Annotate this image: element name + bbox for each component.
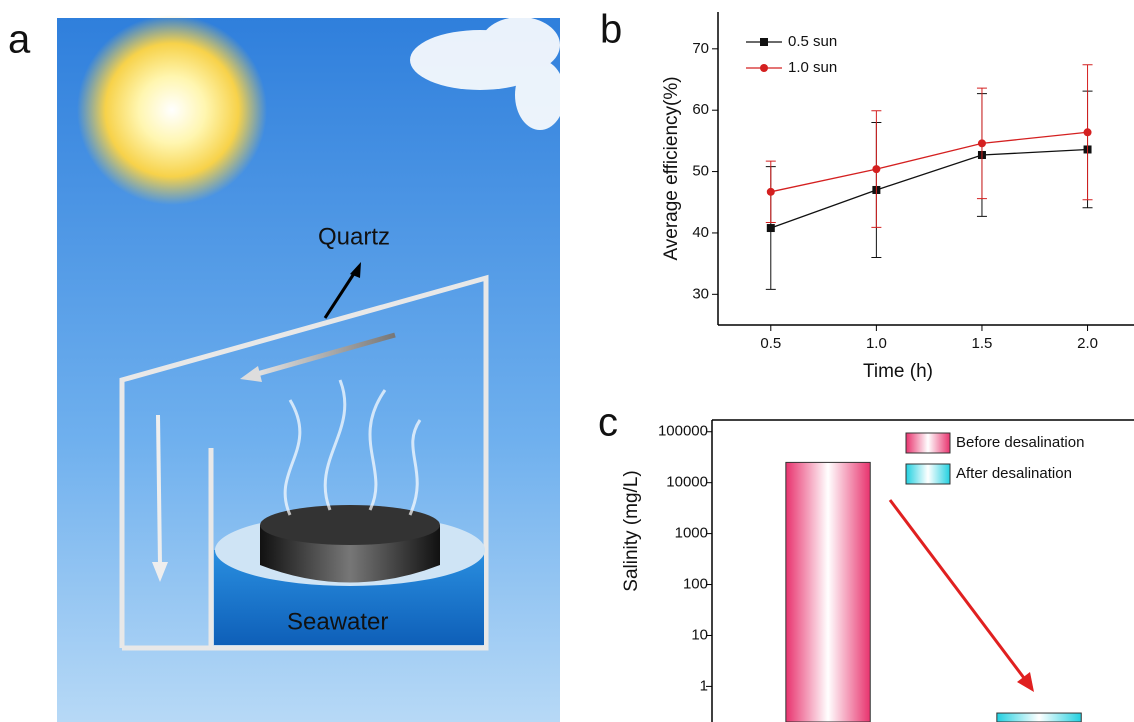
marker [767, 188, 775, 196]
marker [767, 224, 775, 232]
legend-swatch [906, 433, 950, 453]
arrowhead [1017, 672, 1034, 692]
y-tick-label: 40 [692, 224, 709, 241]
y-tick-label: 1000 [675, 525, 708, 542]
legend-marker [760, 64, 768, 72]
y-tick-label: 50 [692, 163, 709, 180]
y-axis-label: Average efficiency(%) [661, 76, 682, 260]
x-axis-label: Time (h) [863, 361, 933, 382]
marker [872, 165, 880, 173]
y-tick-label: 100 [683, 576, 708, 593]
series-line [771, 132, 1088, 192]
y-tick-label: 10 [691, 626, 708, 643]
seawater-label: Seawater [287, 608, 388, 635]
bar [997, 713, 1081, 722]
trend-arrow [890, 500, 1027, 682]
legend-label: 0.5 sun [788, 33, 837, 50]
x-tick-label: 1.0 [866, 335, 887, 352]
y-tick-label: 70 [692, 40, 709, 57]
panel-label: a [8, 18, 31, 62]
series-line [771, 149, 1088, 228]
marker [978, 139, 986, 147]
sun [77, 15, 267, 205]
y-tick-label: 10000 [666, 474, 708, 491]
y-tick-label: 1 [700, 677, 708, 694]
y-tick-label: 100000 [658, 423, 708, 440]
x-tick-label: 0.5 [760, 335, 781, 352]
illustration: Quartz Seawater a [8, 15, 565, 722]
figure: Quartz Seawater a b 30 40 50 60 70 0.5 1.0 1.5 2.… [0, 0, 1134, 722]
x-tick-label: 1.5 [972, 335, 993, 352]
legend-label: After desalination [956, 465, 1072, 482]
y-tick-label: 30 [692, 285, 709, 302]
marker [1084, 128, 1092, 136]
legend-label: 1.0 sun [788, 59, 837, 76]
bar [786, 462, 870, 722]
panel-label: c [598, 401, 618, 445]
quartz-label: Quartz [318, 223, 390, 250]
condensate-arrow [158, 415, 160, 565]
x-tick-label: 2.0 [1077, 335, 1098, 352]
y-tick-label: 60 [692, 101, 709, 118]
y-axis-label: Salinity (mg/L) [621, 470, 642, 591]
legend-swatch [906, 464, 950, 484]
legend-marker [760, 38, 768, 46]
legend-label: Before desalination [956, 434, 1084, 451]
panel-label: b [600, 8, 622, 52]
